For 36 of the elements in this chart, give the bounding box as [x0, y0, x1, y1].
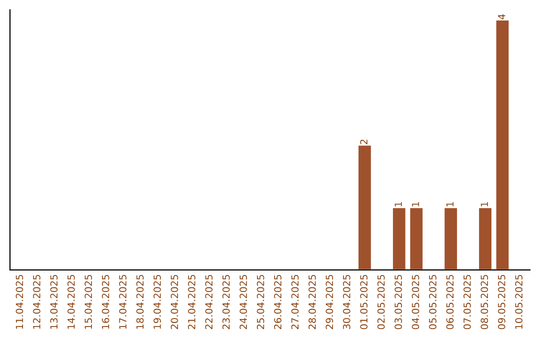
- x-tick-label: 06.05.2025: [446, 274, 454, 330]
- x-tick-label: 25.04.2025: [256, 274, 264, 330]
- x-tick-label: 13.04.2025: [50, 274, 58, 329]
- x-tick-label: 07.05.2025: [463, 274, 471, 330]
- x-tick-label: 01.05.2025: [360, 274, 368, 330]
- data-label: 1: [394, 202, 402, 206]
- x-tick-label: 17.04.2025: [119, 274, 126, 329]
- data-label: 1: [446, 202, 454, 206]
- x-tick-label: 28.04.2025: [308, 274, 316, 330]
- x-tick-label: 20.04.2025: [170, 274, 178, 330]
- x-tick-label: 23.04.2025: [222, 274, 230, 330]
- x-tick-label: 24.04.2025: [240, 274, 247, 330]
- data-label: 2: [360, 140, 368, 144]
- x-tick-label: 22.04.2025: [205, 274, 213, 330]
- x-tick-label: 29.04.2025: [326, 274, 334, 330]
- x-tick-label: 14.04.2025: [67, 274, 75, 329]
- x-tick-label: 08.05.2025: [480, 274, 488, 330]
- x-tick-label: 09.05.2025: [498, 274, 506, 330]
- x-tick-label: 30.04.2025: [342, 274, 350, 330]
- x-tick-label: 04.05.2025: [412, 274, 420, 330]
- x-tick-label: 19.04.2025: [154, 274, 161, 329]
- data-label: 1: [412, 202, 420, 206]
- x-tick-label: 27.04.2025: [291, 274, 299, 330]
- x-tick-label: 10.05.2025: [515, 274, 522, 329]
- x-tick-label: 15.04.2025: [84, 274, 92, 329]
- data-label: 4: [498, 14, 506, 20]
- x-tick-label: 02.05.2025: [377, 274, 385, 330]
- x-tick-label: 12.04.2025: [33, 274, 40, 329]
- x-tick-label: 16.04.2025: [102, 274, 110, 329]
- x-tick-label: 21.04.2025: [188, 274, 196, 330]
- x-tick-label: 05.05.2025: [429, 274, 436, 330]
- x-tick-label: 11.04.2025: [16, 274, 24, 329]
- data-label: 1: [480, 202, 488, 206]
- x-tick-label: 18.04.2025: [136, 274, 144, 329]
- x-tick-label: 03.05.2025: [394, 274, 402, 330]
- x-tick-label: 26.04.2025: [274, 274, 282, 330]
